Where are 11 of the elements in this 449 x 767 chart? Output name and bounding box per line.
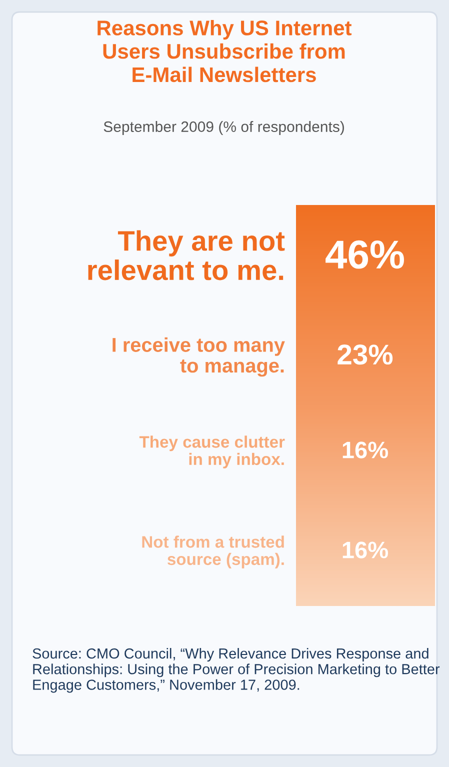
data-label: 16% xyxy=(342,542,388,558)
data-label: 46% xyxy=(326,240,404,269)
text: September 2009 (% of respondents) xyxy=(104,121,344,135)
category-label: They are not relevant to me. xyxy=(88,230,285,280)
text: Reasons Why US Internet Users Unsubscribe from E-Mail Newsletters xyxy=(98,20,352,82)
category-label: They cause clutter in my inbox. xyxy=(139,436,285,468)
data-label: 23% xyxy=(338,344,393,365)
source-note: Source: CMO Council, “Why Relevance Drives Response and Relationships: Using the Power of Precision Marketing to Better Engage Customers,” November 17, 2009. xyxy=(32,648,440,693)
category-label: Not from a trusted source (spam). xyxy=(142,536,284,568)
data-label: 16% xyxy=(342,442,388,458)
category-label: I receive too many to manage. xyxy=(112,337,285,377)
